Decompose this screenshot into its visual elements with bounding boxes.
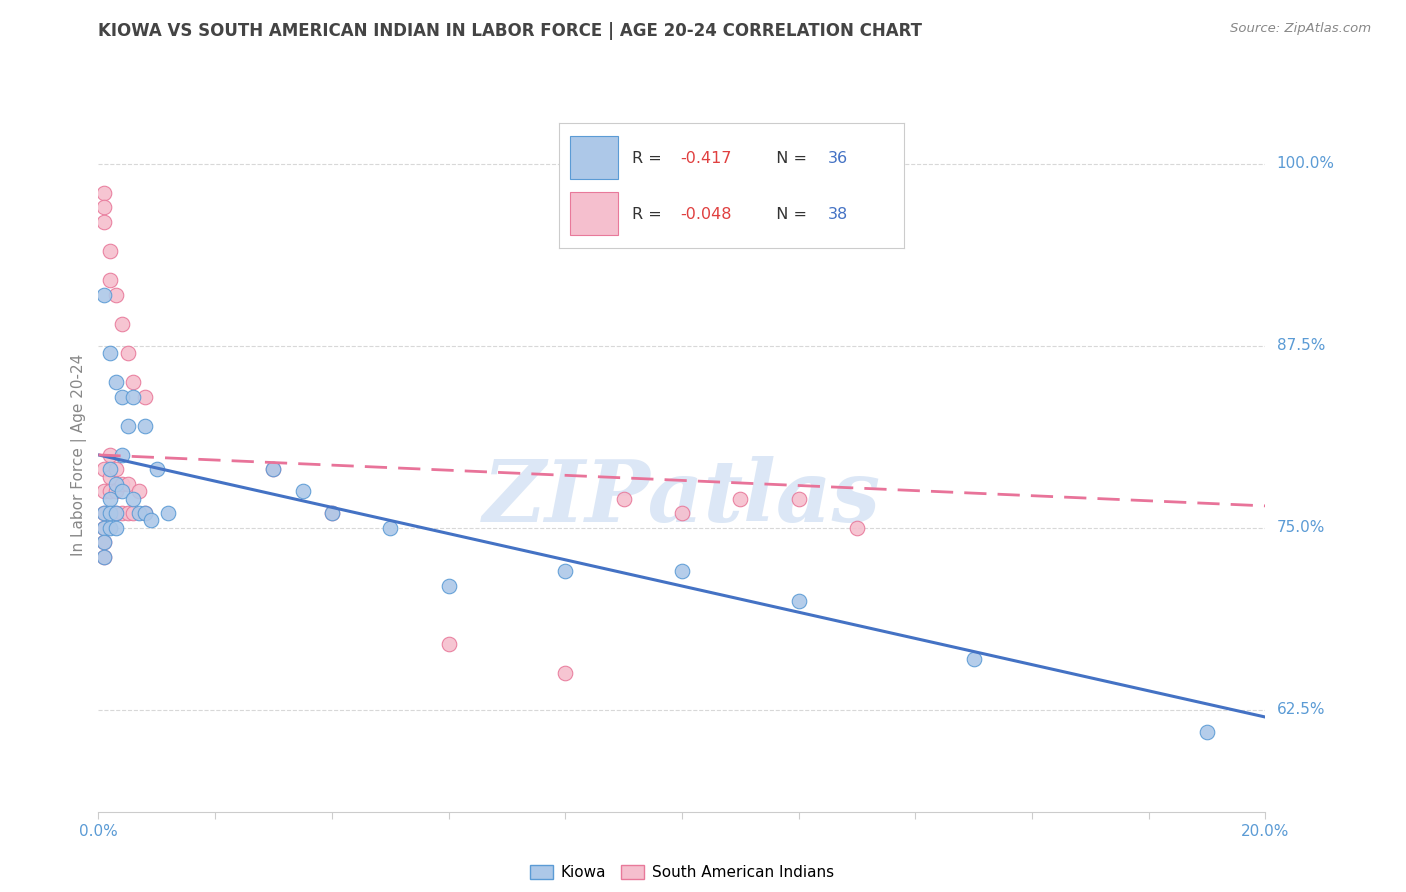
- Point: [612, 491, 634, 506]
- Point: [93, 506, 115, 520]
- Point: [671, 506, 693, 520]
- Point: [93, 549, 115, 564]
- Text: 75.0%: 75.0%: [1277, 520, 1324, 535]
- Point: [122, 491, 145, 506]
- Point: [134, 390, 156, 404]
- Point: [104, 506, 127, 520]
- Point: [291, 484, 314, 499]
- Point: [111, 317, 134, 331]
- Point: [111, 477, 134, 491]
- Point: [98, 273, 121, 287]
- Text: 100.0%: 100.0%: [1277, 156, 1334, 171]
- Point: [93, 506, 115, 520]
- Point: [128, 484, 150, 499]
- Point: [122, 390, 145, 404]
- Point: [98, 469, 121, 483]
- Point: [93, 521, 115, 535]
- Point: [104, 462, 127, 476]
- Point: [134, 506, 156, 520]
- Point: [93, 186, 115, 200]
- Point: [93, 462, 115, 476]
- Point: [93, 287, 115, 301]
- Text: KIOWA VS SOUTH AMERICAN INDIAN IN LABOR FORCE | AGE 20-24 CORRELATION CHART: KIOWA VS SOUTH AMERICAN INDIAN IN LABOR …: [98, 22, 922, 40]
- Point: [378, 521, 402, 535]
- Point: [321, 506, 343, 520]
- Point: [111, 484, 134, 499]
- Point: [554, 565, 576, 579]
- Point: [117, 506, 139, 520]
- Point: [157, 506, 180, 520]
- Legend: Kiowa, South American Indians: Kiowa, South American Indians: [524, 858, 839, 886]
- Point: [98, 491, 121, 506]
- Point: [117, 477, 139, 491]
- Point: [98, 462, 121, 476]
- Point: [104, 375, 127, 389]
- Point: [787, 491, 810, 506]
- Point: [321, 506, 343, 520]
- Point: [671, 565, 693, 579]
- Point: [104, 521, 127, 535]
- Point: [262, 462, 284, 476]
- Point: [787, 593, 810, 607]
- Point: [104, 477, 127, 491]
- Point: [111, 506, 134, 520]
- Point: [134, 418, 156, 433]
- Point: [146, 462, 169, 476]
- Point: [437, 579, 460, 593]
- Text: ZIPatlas: ZIPatlas: [482, 456, 882, 540]
- Point: [122, 506, 145, 520]
- Point: [93, 200, 115, 214]
- Point: [1195, 724, 1218, 739]
- Point: [117, 346, 139, 360]
- Point: [139, 513, 162, 527]
- Y-axis label: In Labor Force | Age 20-24: In Labor Force | Age 20-24: [72, 354, 87, 556]
- Point: [122, 375, 145, 389]
- Point: [134, 506, 156, 520]
- Point: [93, 535, 115, 549]
- Point: [98, 448, 121, 462]
- Point: [93, 549, 115, 564]
- Point: [93, 484, 115, 499]
- Point: [111, 448, 134, 462]
- Point: [962, 652, 984, 666]
- Point: [98, 506, 121, 520]
- Point: [117, 418, 139, 433]
- Point: [98, 484, 121, 499]
- Point: [98, 346, 121, 360]
- Point: [845, 521, 868, 535]
- Point: [93, 521, 115, 535]
- Point: [554, 666, 576, 681]
- Text: Source: ZipAtlas.com: Source: ZipAtlas.com: [1230, 22, 1371, 36]
- Point: [104, 484, 127, 499]
- Point: [93, 535, 115, 549]
- Point: [93, 215, 115, 229]
- Text: 62.5%: 62.5%: [1277, 702, 1324, 717]
- Point: [128, 506, 150, 520]
- Point: [262, 462, 284, 476]
- Text: 87.5%: 87.5%: [1277, 338, 1324, 353]
- Point: [111, 390, 134, 404]
- Point: [98, 244, 121, 258]
- Point: [728, 491, 751, 506]
- Point: [104, 287, 127, 301]
- Point: [437, 637, 460, 651]
- Point: [98, 521, 121, 535]
- Point: [104, 506, 127, 520]
